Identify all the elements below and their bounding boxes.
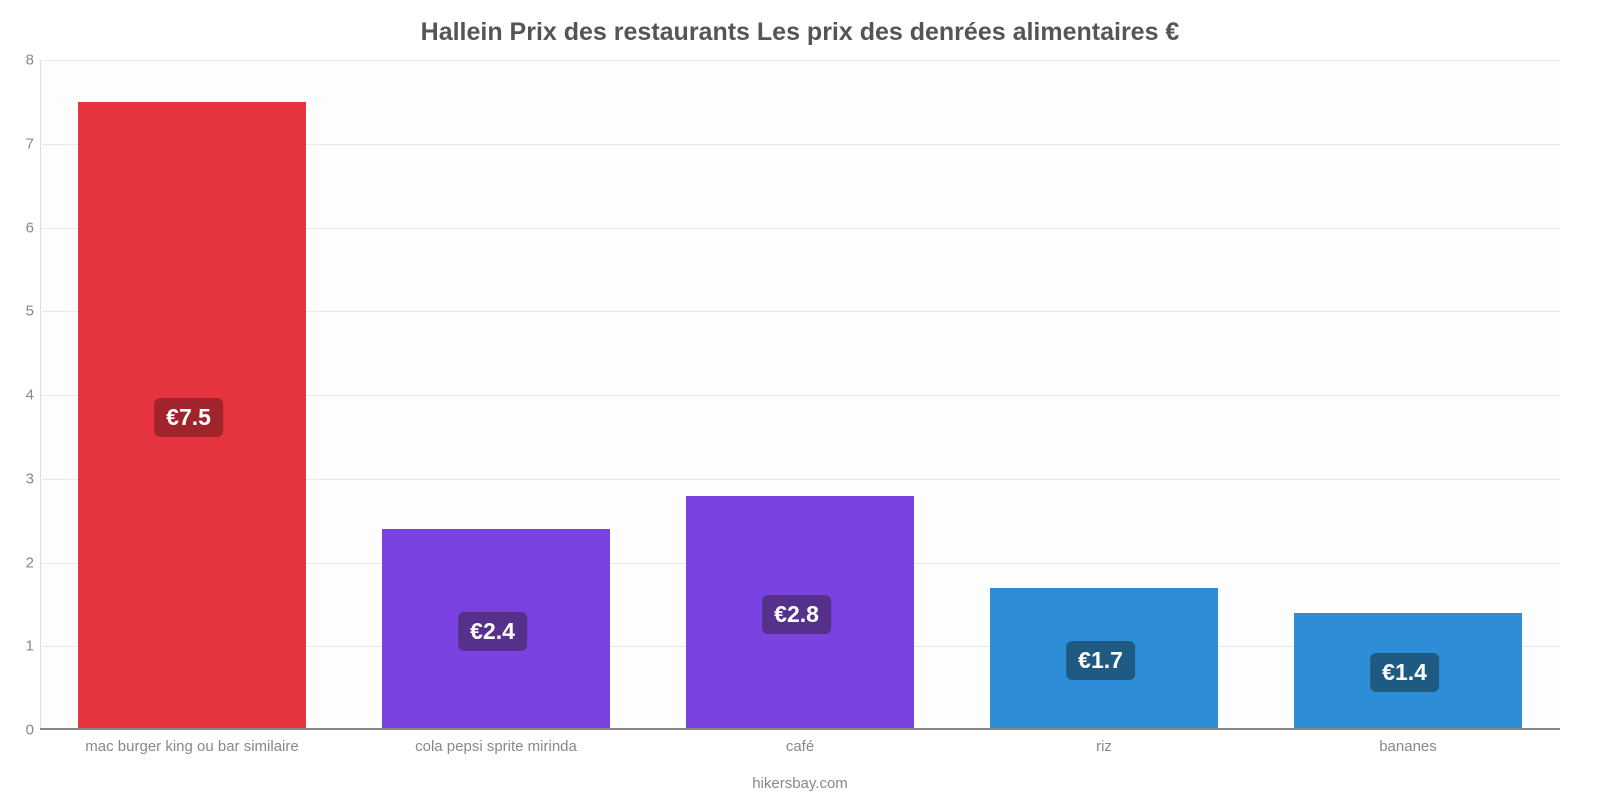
- bar-value-label: €2.4: [458, 612, 527, 651]
- plot-area: €7.5 €2.4 €2.8 €1.7 €1.4: [40, 60, 1560, 730]
- x-tick-label: mac burger king ou bar similaire: [85, 738, 298, 755]
- y-tick-label: 3: [4, 470, 34, 487]
- bar: €1.4: [1294, 613, 1522, 730]
- x-tick-label: cola pepsi sprite mirinda: [415, 738, 577, 755]
- x-tick-label: bananes: [1379, 738, 1437, 755]
- y-tick-label: 0: [4, 722, 34, 739]
- bar: €7.5: [78, 102, 306, 730]
- y-tick-label: 4: [4, 387, 34, 404]
- x-tick-labels: mac burger king ou bar similaire cola pep…: [40, 738, 1560, 768]
- bar-value-label: €2.8: [762, 595, 831, 634]
- bar: €2.8: [686, 496, 914, 731]
- x-tick-label: riz: [1096, 738, 1112, 755]
- bar: €1.7: [990, 588, 1218, 730]
- bars-container: €7.5 €2.4 €2.8 €1.7 €1.4: [40, 60, 1560, 730]
- x-tick-label: café: [786, 738, 814, 755]
- attribution: hikersbay.com: [0, 775, 1600, 792]
- x-axis-line: [40, 728, 1560, 730]
- y-tick-label: 8: [4, 52, 34, 69]
- chart-title: Hallein Prix des restaurants Les prix de…: [0, 18, 1600, 47]
- y-tick-label: 7: [4, 135, 34, 152]
- bar-value-label: €1.7: [1066, 641, 1135, 680]
- bar: €2.4: [382, 529, 610, 730]
- y-tick-label: 1: [4, 638, 34, 655]
- price-chart: Hallein Prix des restaurants Les prix de…: [0, 0, 1600, 800]
- y-tick-label: 5: [4, 303, 34, 320]
- bar-value-label: €1.4: [1370, 653, 1439, 692]
- y-tick-label: 2: [4, 554, 34, 571]
- bar-value-label: €7.5: [154, 398, 223, 437]
- y-tick-label: 6: [4, 219, 34, 236]
